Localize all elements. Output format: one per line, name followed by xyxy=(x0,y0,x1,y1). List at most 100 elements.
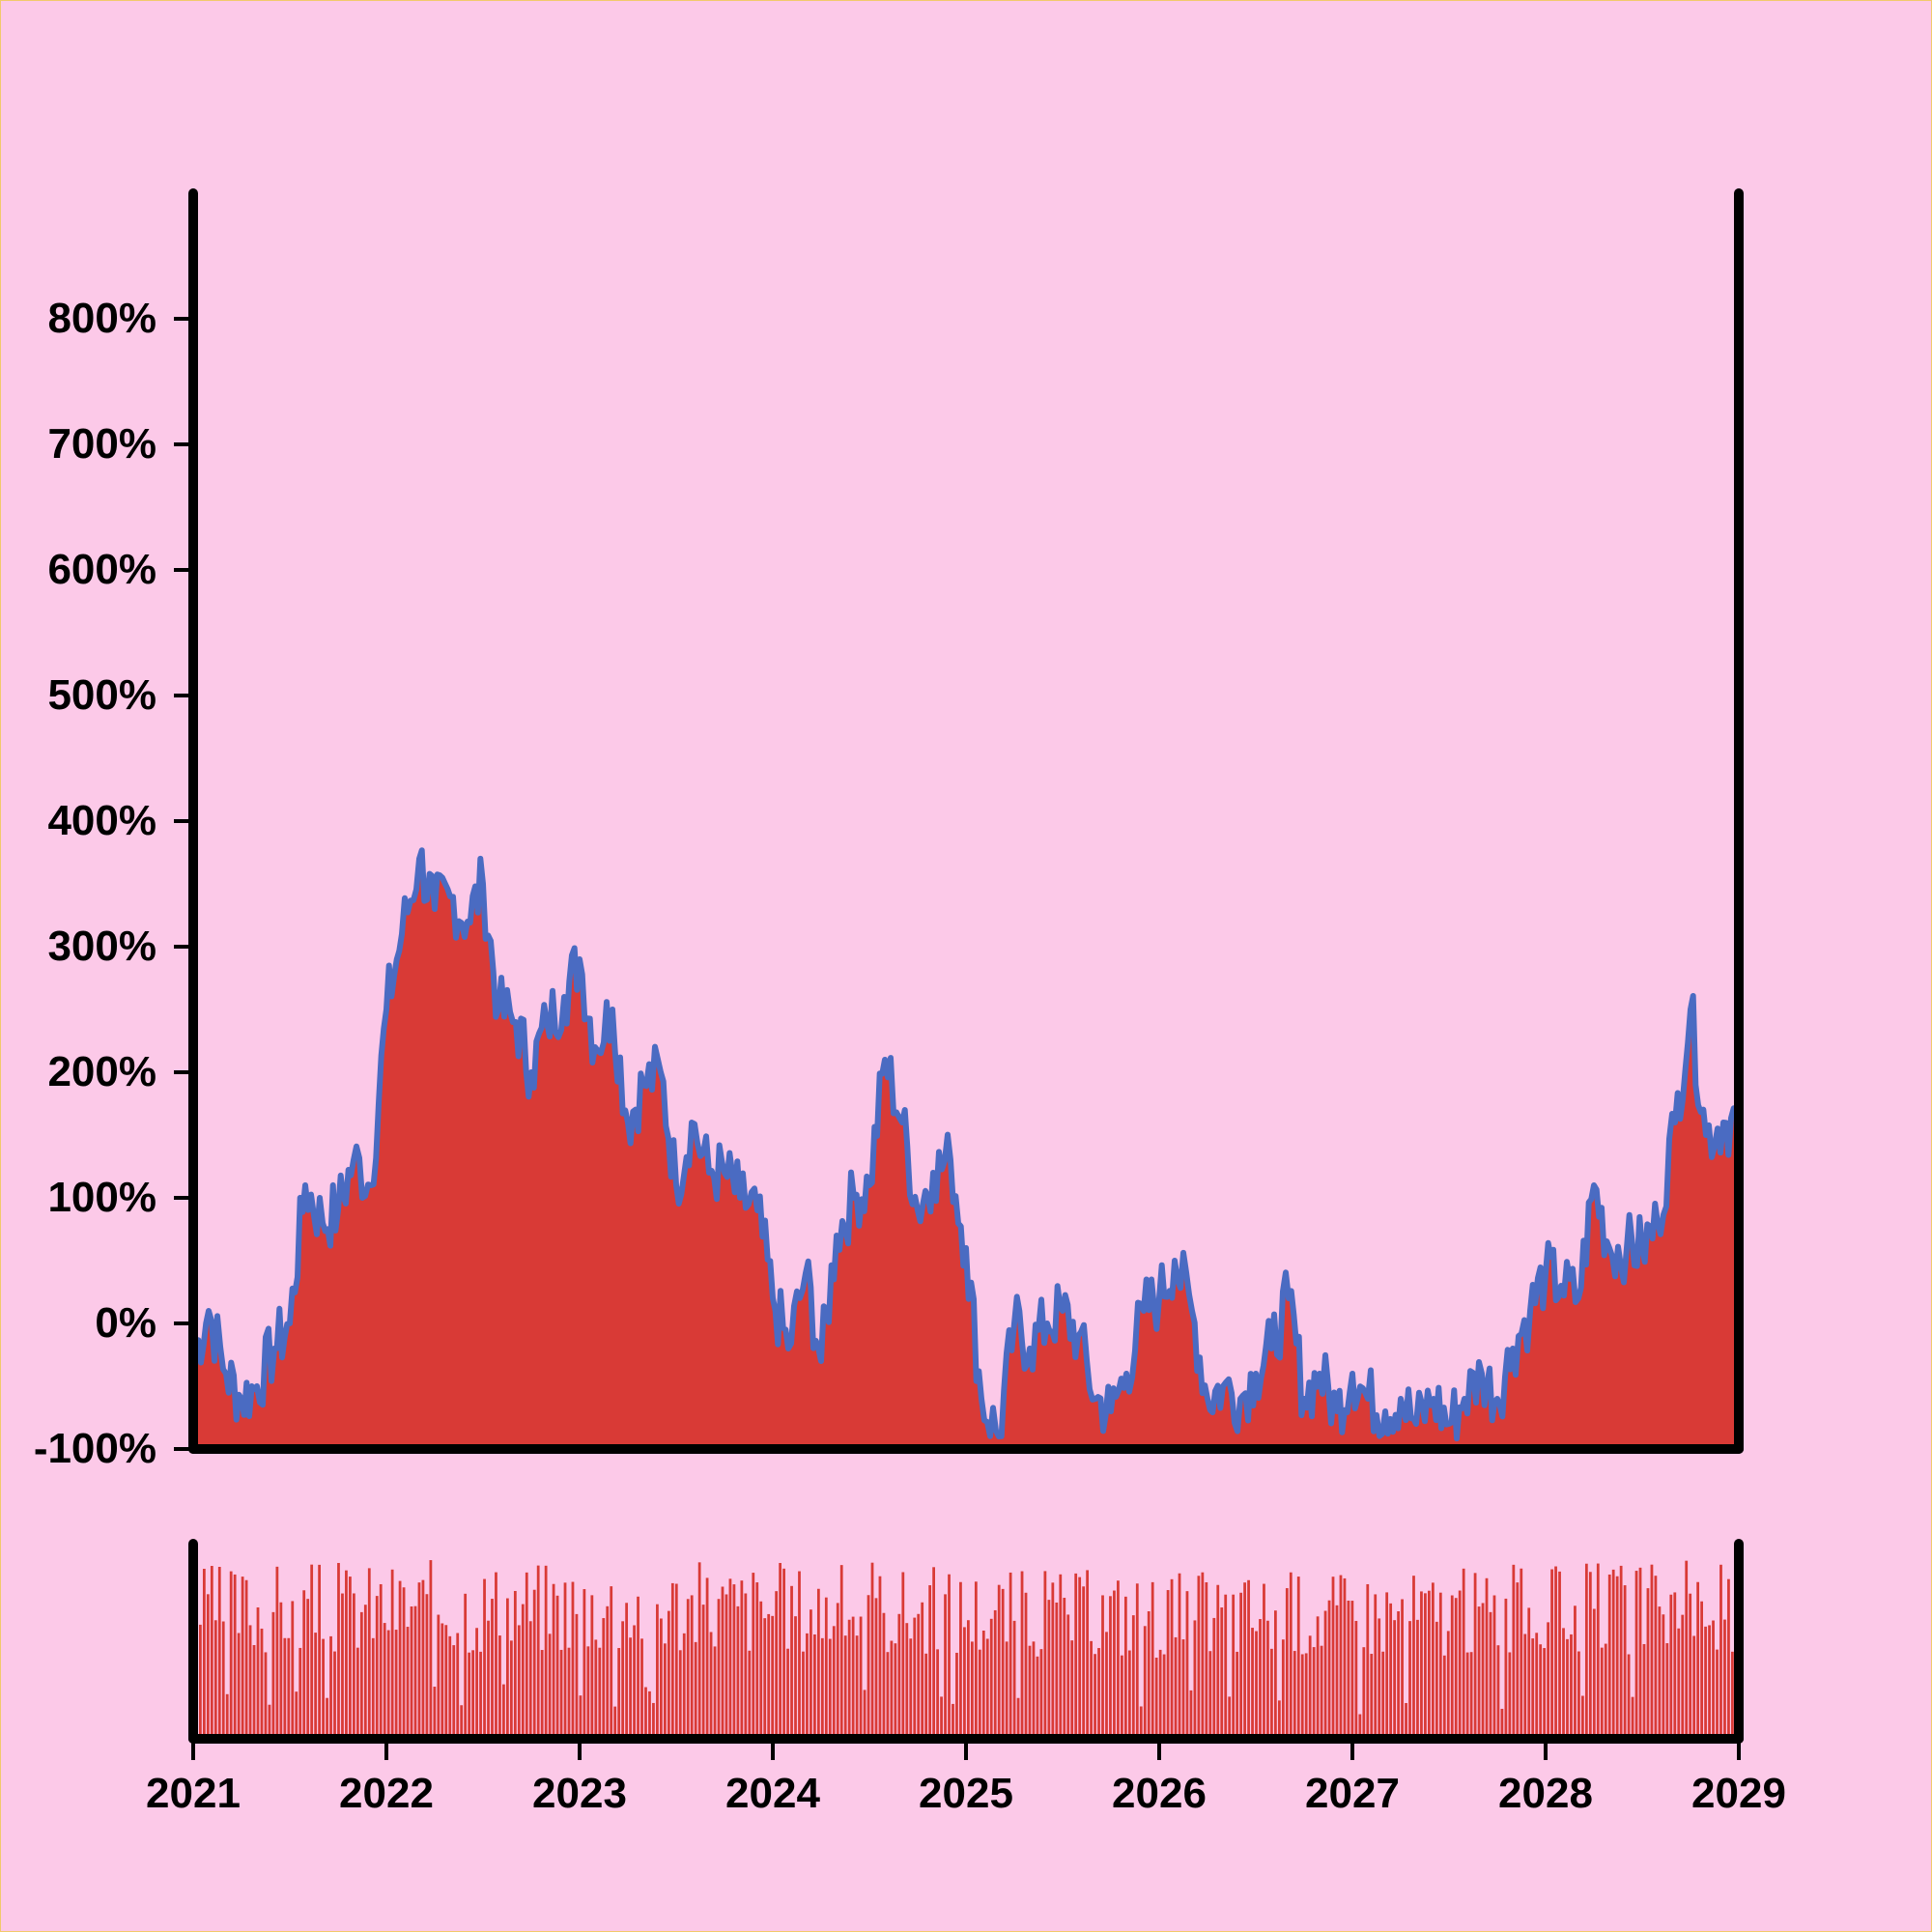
volume-bar xyxy=(1032,1641,1036,1739)
volume-bar xyxy=(287,1637,291,1739)
volume-bar xyxy=(1078,1577,1082,1739)
volume-bar xyxy=(248,1625,252,1739)
volume-bar xyxy=(559,1649,563,1739)
volume-bar xyxy=(314,1633,318,1739)
volume-bar xyxy=(1469,1652,1473,1739)
volume-bar xyxy=(633,1625,636,1739)
volume-bar xyxy=(824,1597,828,1739)
volume-bar xyxy=(1316,1616,1320,1739)
volume-bar xyxy=(252,1644,256,1739)
volume-bar xyxy=(1036,1656,1039,1739)
volume-bar xyxy=(598,1647,602,1739)
volume-bar xyxy=(1178,1573,1181,1739)
volume-bar xyxy=(1374,1594,1378,1739)
volume-bar xyxy=(802,1651,805,1739)
volume-bar xyxy=(660,1618,663,1739)
volume-bar xyxy=(1642,1643,1646,1739)
volume-bar xyxy=(1109,1596,1112,1739)
volume-bar xyxy=(1201,1572,1205,1739)
volume-bar xyxy=(985,1638,989,1739)
volume-bar xyxy=(1312,1647,1316,1739)
volume-bar xyxy=(1205,1581,1208,1739)
volume-bar xyxy=(1574,1605,1577,1739)
volume-bar xyxy=(1208,1651,1212,1739)
volume-bar xyxy=(1247,1579,1250,1739)
volume-bar xyxy=(221,1621,225,1739)
volume-bar xyxy=(1251,1628,1254,1739)
volume-bar xyxy=(460,1705,464,1739)
y-tick-label: 200% xyxy=(47,1048,156,1095)
volume-bar xyxy=(928,1585,932,1739)
volume-bar xyxy=(644,1687,647,1739)
volume-bar xyxy=(748,1650,752,1739)
volume-bar xyxy=(429,1560,433,1739)
volume-bar xyxy=(1362,1647,1366,1739)
volume-bar xyxy=(1366,1583,1370,1739)
volume-bar xyxy=(495,1572,497,1739)
volume-bar xyxy=(913,1617,917,1739)
volume-bar xyxy=(674,1583,678,1739)
volume-bar xyxy=(433,1687,437,1739)
volume-bar xyxy=(1343,1577,1347,1739)
volume-bar xyxy=(806,1633,809,1739)
volume-bar xyxy=(709,1632,713,1739)
volume-bar xyxy=(847,1619,851,1739)
volume-bar xyxy=(682,1633,686,1739)
volume-bar xyxy=(1347,1600,1350,1739)
volume-bar xyxy=(1005,1641,1009,1739)
volume-bar xyxy=(959,1581,962,1739)
volume-bar xyxy=(1554,1566,1557,1739)
volume-bar xyxy=(275,1566,279,1739)
volume-bar xyxy=(732,1584,736,1739)
volume-bar xyxy=(843,1635,847,1739)
volume-bar xyxy=(1323,1610,1327,1739)
volume-bar xyxy=(997,1584,1001,1739)
volume-bar xyxy=(697,1562,701,1739)
volume-bar xyxy=(1117,1580,1120,1739)
volume-bar xyxy=(974,1581,978,1739)
volume-bar xyxy=(832,1626,836,1739)
volume-bar xyxy=(1420,1591,1423,1739)
volume-bar xyxy=(521,1604,525,1739)
volume-bar xyxy=(298,1647,302,1739)
volume-bar xyxy=(471,1650,474,1739)
volume-bar xyxy=(1723,1619,1726,1739)
volume-bar xyxy=(1127,1650,1131,1739)
volume-bar xyxy=(1662,1614,1665,1739)
volume-bar xyxy=(1577,1651,1580,1739)
volume-bar xyxy=(1139,1706,1143,1739)
volume-bar xyxy=(1673,1592,1677,1739)
volume-bar xyxy=(897,1613,901,1739)
x-tick-label: 2029 xyxy=(1691,1770,1786,1817)
volume-bar xyxy=(517,1625,521,1739)
volume-bar xyxy=(610,1586,613,1739)
volume-bar xyxy=(1063,1598,1066,1739)
volume-bar xyxy=(425,1594,429,1739)
volume-bar xyxy=(1627,1654,1631,1739)
volume-bar xyxy=(1692,1635,1696,1739)
volume-bar xyxy=(1236,1651,1239,1739)
volume-bar xyxy=(1719,1564,1722,1739)
volume-bar xyxy=(1012,1620,1016,1739)
series-line xyxy=(190,847,1742,1442)
volume-bar xyxy=(1339,1575,1343,1739)
volume-bar xyxy=(394,1630,398,1739)
volume-bar xyxy=(398,1580,402,1739)
volume-bar xyxy=(1523,1634,1527,1739)
volume-bar xyxy=(1131,1615,1135,1739)
volume-bar xyxy=(870,1562,874,1739)
volume-bar xyxy=(640,1638,643,1739)
volume-bar xyxy=(629,1637,632,1739)
volume-bar xyxy=(390,1569,394,1739)
volume-bar xyxy=(1082,1586,1086,1739)
volume-bar xyxy=(1293,1651,1296,1739)
x-tick-label: 2021 xyxy=(146,1770,241,1817)
volume-bar xyxy=(705,1577,709,1739)
volume-bar xyxy=(1665,1643,1669,1739)
volume-bar xyxy=(571,1581,575,1739)
volume-bar xyxy=(345,1570,348,1739)
volume-bar xyxy=(1281,1639,1285,1739)
volume-bar xyxy=(359,1611,363,1739)
volume-bar xyxy=(464,1593,468,1739)
volume-bar xyxy=(867,1595,870,1739)
